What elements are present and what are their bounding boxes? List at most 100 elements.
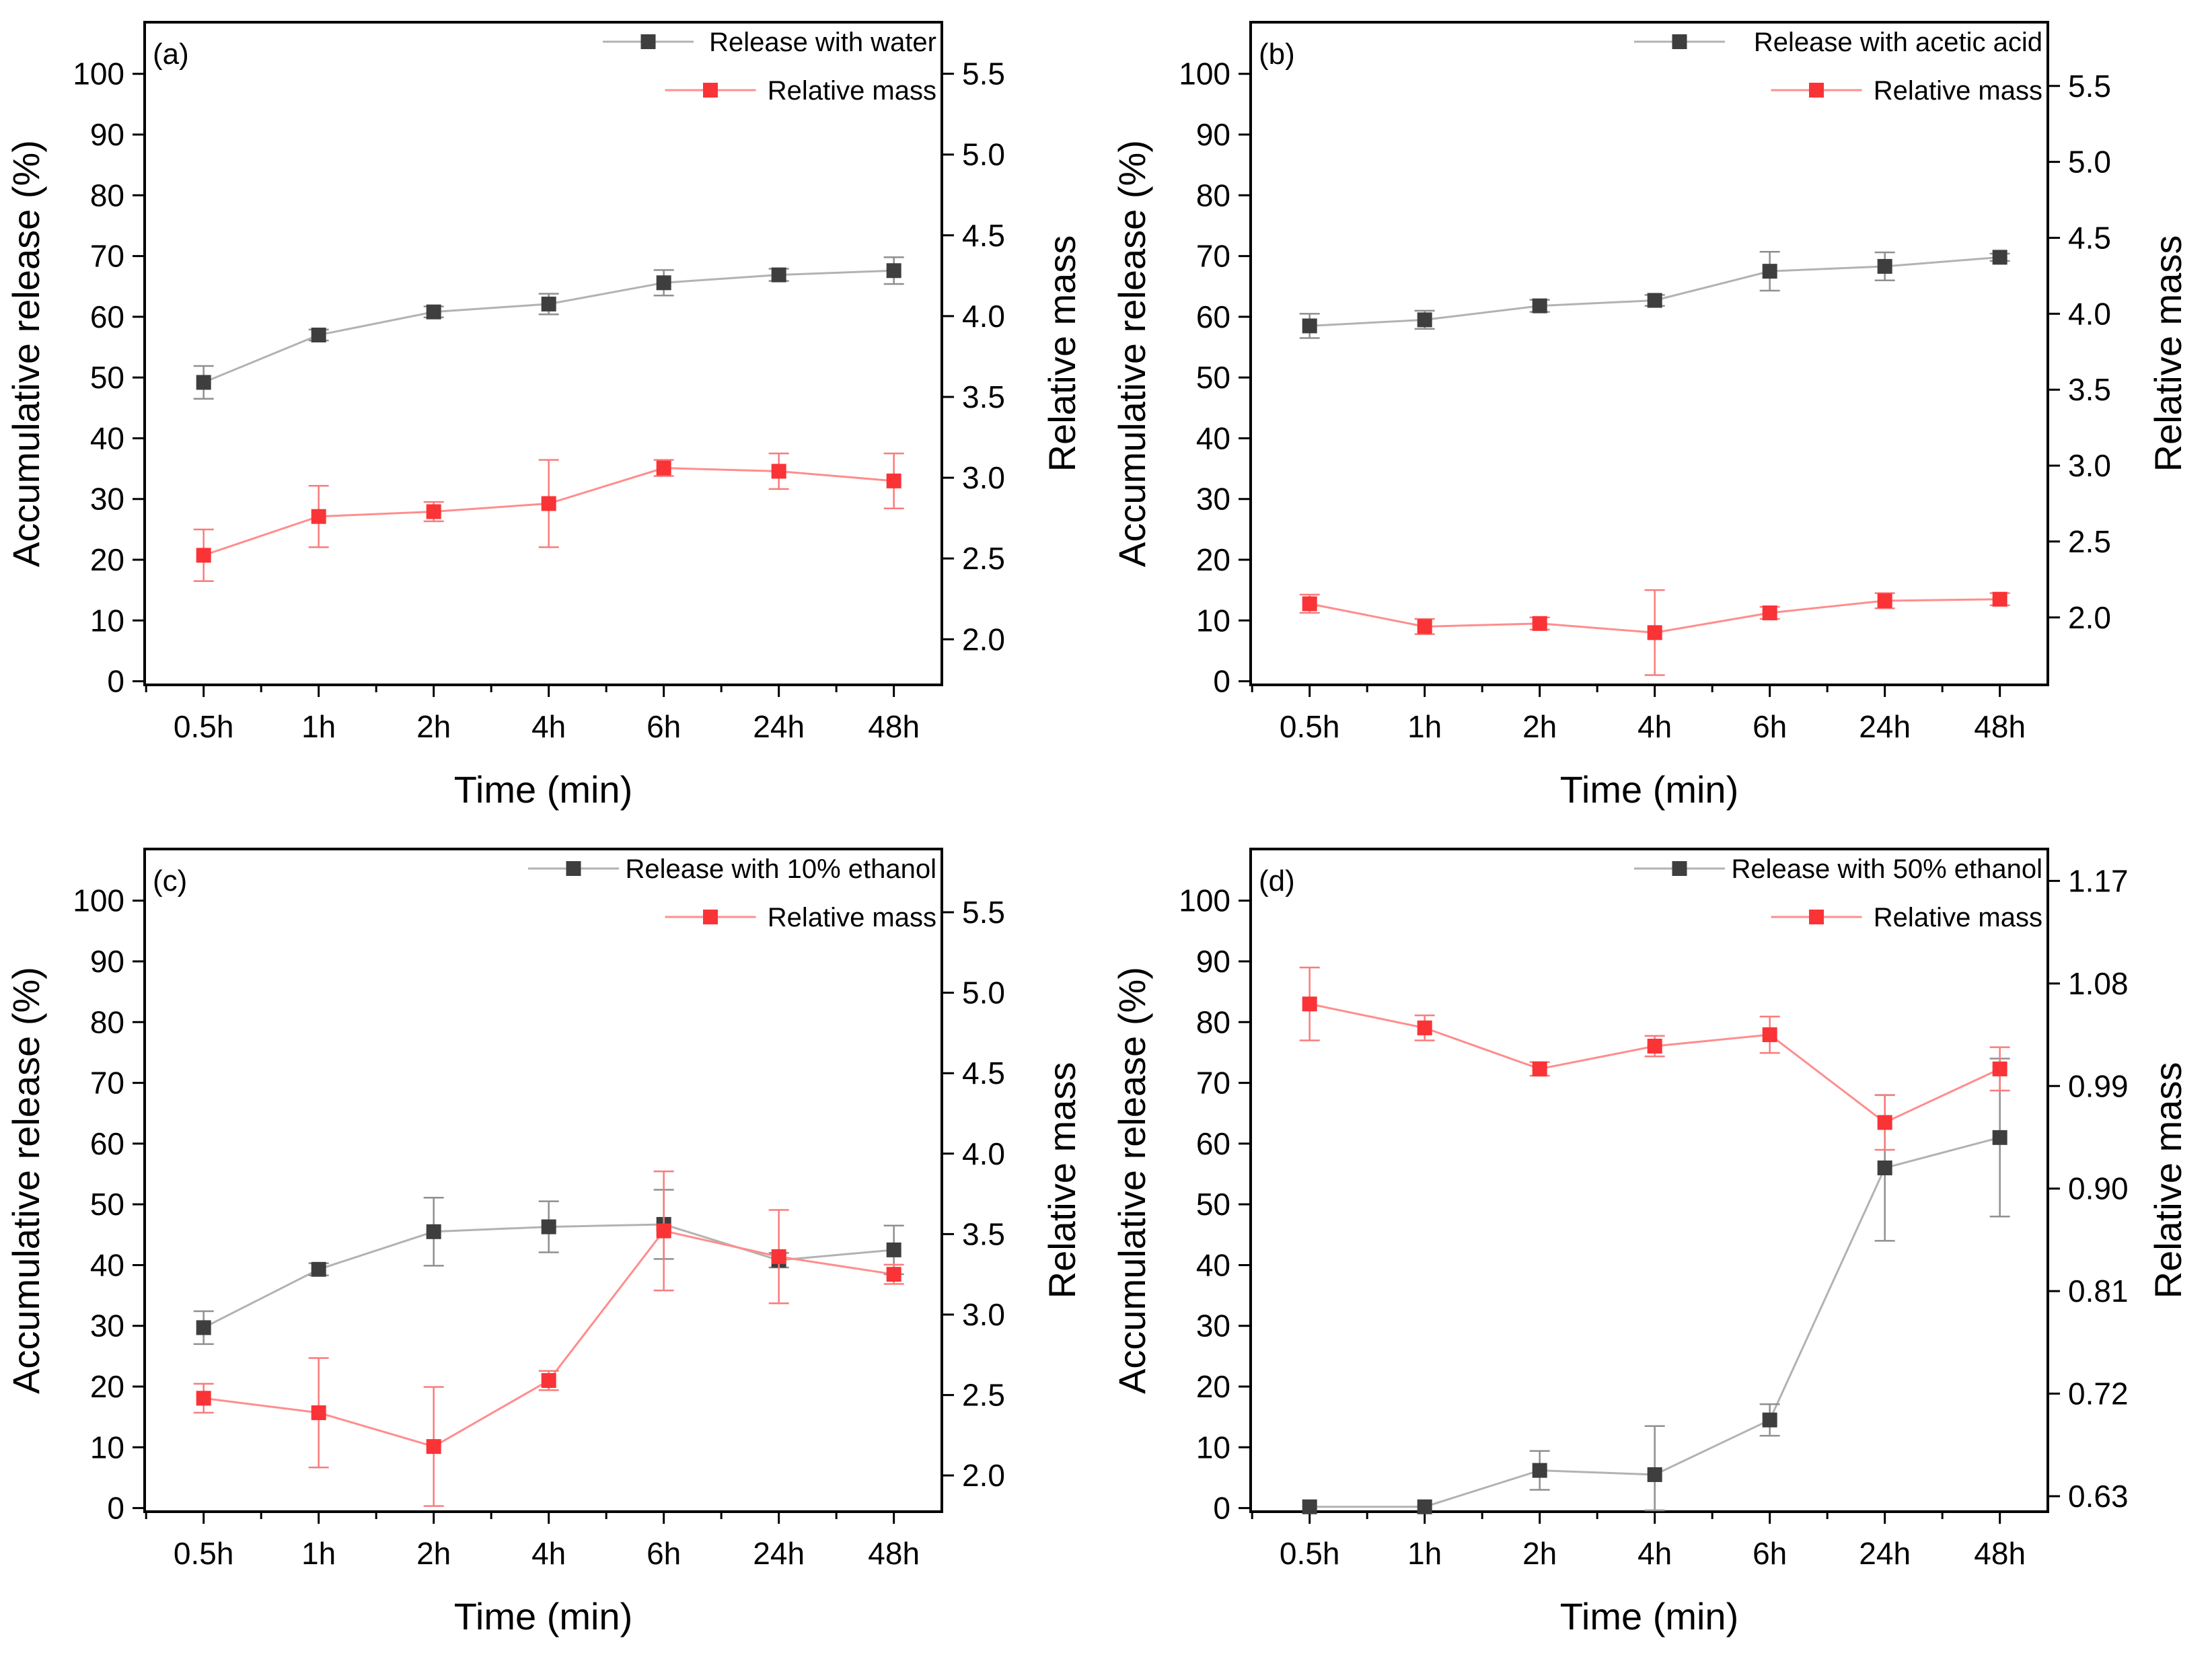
y-left-tick-label: 80: [1196, 1004, 1230, 1039]
data-point-marker: [1302, 318, 1317, 334]
data-point-marker: [1762, 1412, 1777, 1428]
x-tick-label: 4h: [531, 1536, 566, 1571]
y-left-tick-label: 0: [107, 664, 124, 699]
series-release-with-10-ethanol: [193, 1189, 904, 1346]
legend-label: Relative mass: [768, 903, 936, 932]
y-right-tick-label: 0.72: [2068, 1376, 2129, 1411]
y-right-tick-label: 3.5: [962, 379, 1005, 414]
legend-label: Relative mass: [1874, 903, 2042, 932]
y-left-tick-label: 100: [73, 57, 124, 91]
y-axis-right: 2.0 2.5 3.0 3.5 4.0 4.5 5.0 5.5: [942, 895, 1005, 1493]
x-tick-label: 0.5h: [174, 709, 234, 744]
series-line: [203, 269, 894, 383]
y-right-axis-title: Relative mass: [2147, 1062, 2189, 1299]
data-point-marker: [656, 1223, 671, 1239]
y-left-tick-label: 100: [1179, 57, 1230, 91]
panel-b: 0 10 20 30 40 50 60 70 80 90 100 2.0 2.5 3.0 3.5 4.0 4.5…: [1106, 0, 2212, 827]
y-left-tick-label: 20: [1196, 542, 1230, 577]
panel-chart-b: 0 10 20 30 40 50 60 70 80 90 100 2.0 2.5 3.0 3.5 4.0 4.5…: [1111, 21, 2189, 811]
data-point-marker: [541, 496, 556, 511]
y-left-tick-label: 70: [1196, 239, 1230, 274]
panel-letter: (d): [1259, 864, 1295, 897]
x-axis: 0.5h 1h 2h 4h 6h 24h 48h: [145, 1512, 920, 1571]
x-tick-label: 24h: [753, 709, 805, 744]
y-right-tick-label: 5.0: [962, 975, 1005, 1010]
y-left-tick-label: 80: [1196, 178, 1230, 213]
data-point-marker: [1762, 264, 1777, 279]
y-left-axis-title: Accumulative release (%): [1111, 140, 1153, 567]
y-right-axis-title: Relative mass: [1041, 1062, 1083, 1299]
x-tick-label: 48h: [868, 1536, 920, 1571]
y-left-tick-label: 90: [90, 944, 124, 979]
x-tick-label: 1h: [1407, 709, 1442, 744]
y-left-tick-label: 40: [90, 420, 124, 455]
data-point-marker: [541, 1373, 556, 1389]
series-line: [1309, 256, 2000, 327]
data-point-marker: [426, 504, 441, 519]
data-point-marker: [1647, 293, 1662, 308]
data-point-marker: [771, 1249, 786, 1264]
panel-chart-a: 0 10 20 30 40 50 60 70 80 90 100 2.0 2.5 3.0 3.5 4.0 4.5…: [5, 21, 1083, 811]
y-right-tick-label: 2.0: [2068, 600, 2111, 635]
series-relative-mass: [1299, 589, 2010, 676]
y-right-tick-label: 2.0: [962, 1458, 1005, 1493]
y-left-tick-label: 70: [90, 1066, 124, 1101]
y-axis-right: 0.63 0.72 0.81 0.90 0.99 1.08 1.17: [2048, 863, 2129, 1514]
y-left-tick-label: 10: [90, 1430, 124, 1465]
data-point-marker: [1302, 1499, 1317, 1514]
y-right-tick-label: 4.0: [2068, 296, 2111, 331]
y-right-tick-label: 5.5: [962, 895, 1005, 930]
y-left-tick-label: 30: [90, 482, 124, 517]
y-right-tick-label: 3.5: [962, 1216, 1005, 1251]
y-right-tick-label: 5.5: [2068, 69, 2111, 104]
data-point-marker: [656, 460, 671, 476]
x-tick-label: 6h: [1753, 1536, 1787, 1571]
data-point-marker: [1992, 1130, 2007, 1145]
data-point-marker: [1647, 1467, 1662, 1482]
y-right-tick-label: 0.90: [2068, 1171, 2129, 1206]
legend-label: Release with water: [709, 28, 936, 57]
y-right-axis-title: Relative mass: [1041, 235, 1083, 472]
x-axis-title: Time (min): [454, 1595, 632, 1637]
x-tick-label: 0.5h: [174, 1536, 234, 1571]
data-point-marker: [886, 473, 901, 488]
x-tick-label: 6h: [647, 709, 681, 744]
y-left-tick-label: 60: [90, 1126, 124, 1161]
y-left-tick-label: 70: [90, 239, 124, 274]
y-axis-left: 0 10 20 30 40 50 60 70 80 90 100: [1179, 57, 1251, 699]
y-left-tick-label: 40: [1196, 420, 1230, 455]
y-left-tick-label: 100: [1179, 883, 1230, 918]
y-left-tick-label: 20: [90, 1369, 124, 1404]
legend: Release with acetic acid Relative mass: [1634, 28, 2042, 106]
y-left-tick-label: 0: [1213, 664, 1230, 699]
y-right-tick-label: 3.0: [962, 460, 1005, 495]
y-axis-right: 2.0 2.5 3.0 3.5 4.0 4.5 5.0 5.5: [2048, 69, 2111, 635]
x-tick-label: 4h: [1637, 1536, 1672, 1571]
y-right-tick-label: 2.0: [962, 622, 1005, 657]
y-right-tick-label: 4.0: [962, 1136, 1005, 1171]
x-axis-title: Time (min): [1560, 1595, 1738, 1637]
y-right-axis-title: Relative mass: [2147, 235, 2189, 472]
y-right-tick-label: 4.5: [962, 1056, 1005, 1091]
y-left-tick-label: 0: [107, 1491, 124, 1526]
data-point-marker: [771, 267, 786, 283]
legend-sample-marker: [1672, 861, 1687, 876]
y-left-tick-label: 40: [1196, 1247, 1230, 1282]
data-point-marker: [1992, 1061, 2007, 1076]
data-point-marker: [1417, 619, 1432, 634]
data-point-marker: [311, 327, 326, 342]
x-tick-label: 4h: [1637, 709, 1672, 744]
series-relative-mass: [1299, 966, 2010, 1151]
y-left-tick-label: 10: [1196, 1430, 1230, 1465]
series-relative-mass: [193, 452, 904, 583]
y-left-tick-label: 30: [1196, 1309, 1230, 1343]
plot-frame: [1249, 848, 2049, 1513]
y-left-tick-label: 0: [1213, 1491, 1230, 1526]
data-point-marker: [1417, 1020, 1432, 1035]
x-tick-label: 48h: [1974, 709, 2026, 744]
y-left-tick-label: 40: [90, 1247, 124, 1282]
data-point-marker: [1417, 1499, 1432, 1514]
panel-chart-c: 0 10 20 30 40 50 60 70 80 90 100 2.0 2.5 3.0 3.5 4.0 4.5…: [5, 848, 1083, 1637]
plot-frame: [143, 848, 943, 1513]
